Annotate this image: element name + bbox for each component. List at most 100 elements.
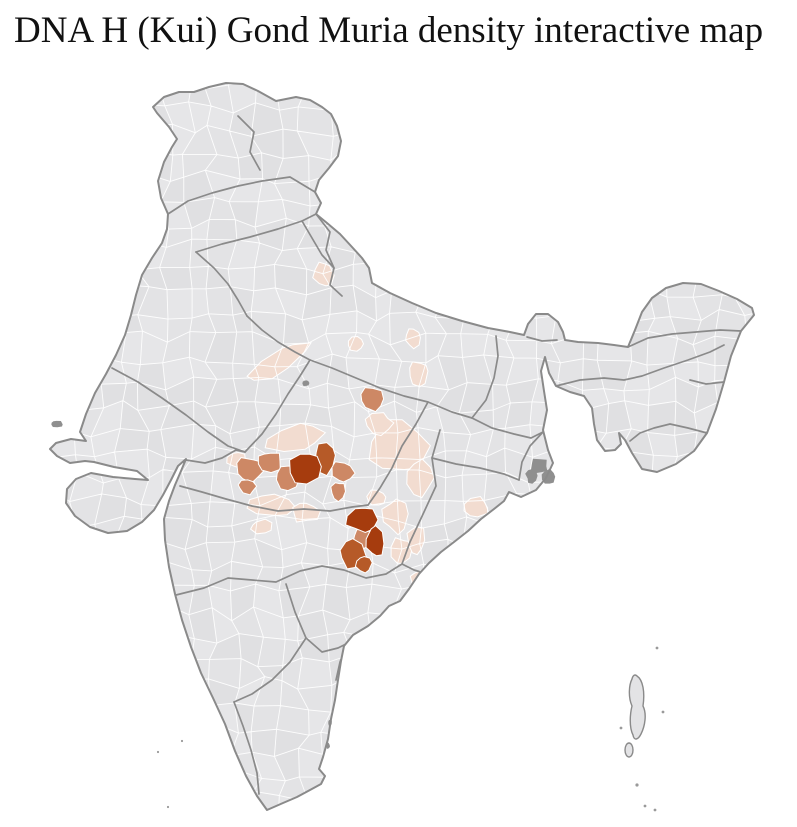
district-cell[interactable] <box>257 637 286 667</box>
district-cell[interactable] <box>789 678 797 709</box>
district-cell[interactable] <box>557 358 584 391</box>
district-cell[interactable] <box>275 287 307 320</box>
district-cell[interactable] <box>597 778 622 797</box>
district-cell[interactable] <box>693 336 715 366</box>
district-cell[interactable] <box>189 331 216 363</box>
district-cell[interactable] <box>666 221 701 253</box>
district-cell[interactable] <box>159 239 192 268</box>
district-cell[interactable] <box>715 469 743 500</box>
district-cell[interactable] <box>691 638 712 665</box>
district-cell[interactable] <box>160 723 195 751</box>
district-cell[interactable] <box>322 246 356 274</box>
district-cell[interactable] <box>188 101 212 133</box>
district-cell[interactable] <box>528 271 563 289</box>
district-cell[interactable] <box>688 469 725 497</box>
district-cell[interactable] <box>740 680 770 711</box>
district-cell[interactable] <box>118 83 141 109</box>
district-cell[interactable] <box>715 550 746 574</box>
district-cell[interactable] <box>717 62 745 90</box>
district-nodata[interactable] <box>51 420 63 428</box>
district-cell[interactable] <box>414 614 449 636</box>
district-cell[interactable] <box>643 585 672 620</box>
district-cell[interactable] <box>491 149 514 180</box>
district-cell[interactable] <box>692 150 719 177</box>
district-cell[interactable] <box>481 240 506 273</box>
district-cell[interactable] <box>483 334 514 358</box>
district-cell[interactable] <box>261 152 284 184</box>
district-cell[interactable] <box>47 587 73 608</box>
district-cell[interactable] <box>50 658 72 684</box>
district-cell[interactable] <box>688 81 723 115</box>
district-cell[interactable] <box>459 382 494 414</box>
district-cell[interactable] <box>735 631 763 658</box>
district-cell[interactable] <box>254 243 283 268</box>
district-cell[interactable] <box>693 684 719 709</box>
district-cell[interactable] <box>251 729 277 757</box>
district-cell[interactable] <box>649 732 672 749</box>
district-cell[interactable] <box>206 125 239 159</box>
district-cell[interactable] <box>251 311 286 345</box>
district-cell[interactable] <box>368 778 397 798</box>
district-cell[interactable] <box>644 540 676 569</box>
district-cell[interactable] <box>47 265 76 299</box>
district-cell[interactable] <box>47 355 73 391</box>
district-cell[interactable] <box>461 588 486 619</box>
district-cell[interactable] <box>482 539 515 574</box>
district-cell[interactable] <box>445 248 471 272</box>
district-cell[interactable] <box>763 124 790 160</box>
district-cell[interactable] <box>458 240 483 272</box>
district-cell[interactable] <box>599 471 629 499</box>
district-cell[interactable] <box>461 81 489 110</box>
district-cell[interactable] <box>23 772 58 801</box>
district-high[interactable] <box>354 555 373 574</box>
district-cell[interactable] <box>743 542 758 574</box>
district-cell[interactable] <box>327 354 350 389</box>
district-highest[interactable] <box>365 524 385 557</box>
district-cell[interactable] <box>97 586 121 619</box>
district-cell[interactable] <box>508 493 540 527</box>
district-cell[interactable] <box>161 503 193 520</box>
district-cell[interactable] <box>784 728 797 753</box>
district-cell[interactable] <box>626 471 653 498</box>
district-cell[interactable] <box>231 607 264 638</box>
district-cell[interactable] <box>351 194 373 227</box>
district-cell[interactable] <box>484 747 514 782</box>
district-cell[interactable] <box>625 88 655 103</box>
district-cell[interactable] <box>251 129 284 159</box>
district-cell[interactable] <box>719 564 744 588</box>
district-cell[interactable] <box>69 339 98 357</box>
district-cell[interactable] <box>113 242 148 273</box>
district-cell[interactable] <box>70 81 102 106</box>
district-cell[interactable] <box>460 333 488 358</box>
district-cell[interactable] <box>507 616 540 641</box>
district-cell[interactable] <box>278 586 310 618</box>
district-cell[interactable] <box>788 541 797 567</box>
district-cell[interactable] <box>442 635 466 667</box>
district-cell[interactable] <box>573 194 608 227</box>
district-cell[interactable] <box>92 631 126 666</box>
district-cell[interactable] <box>275 515 307 550</box>
district-cell[interactable] <box>689 495 717 522</box>
district-cell[interactable] <box>258 178 283 202</box>
district-cell[interactable] <box>22 102 57 136</box>
district-cell[interactable] <box>350 61 375 91</box>
district-cell[interactable] <box>297 225 332 249</box>
district-cell[interactable] <box>49 379 73 412</box>
district-cell[interactable] <box>165 377 194 406</box>
district-cell[interactable] <box>208 313 237 333</box>
district-cell[interactable] <box>25 220 58 243</box>
district-cell[interactable] <box>688 451 725 482</box>
district-cell[interactable] <box>396 745 425 779</box>
district-highest[interactable] <box>345 507 379 534</box>
district-cell[interactable] <box>506 573 539 594</box>
district-cell[interactable] <box>147 429 166 458</box>
district-cell[interactable] <box>279 106 299 131</box>
district-cell[interactable] <box>46 174 77 203</box>
district-cell[interactable] <box>95 101 119 135</box>
district-cell[interactable] <box>27 798 49 827</box>
district-cell[interactable] <box>483 617 516 641</box>
district-cell[interactable] <box>283 615 299 641</box>
district-cell[interactable] <box>553 539 581 574</box>
district-cell[interactable] <box>90 83 119 109</box>
district-cell[interactable] <box>694 586 720 613</box>
